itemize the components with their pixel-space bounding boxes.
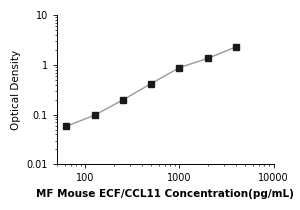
X-axis label: MF Mouse ECF/CCL11 Concentration(pg/mL): MF Mouse ECF/CCL11 Concentration(pg/mL) <box>36 189 294 199</box>
Y-axis label: Optical Density: Optical Density <box>11 50 21 130</box>
